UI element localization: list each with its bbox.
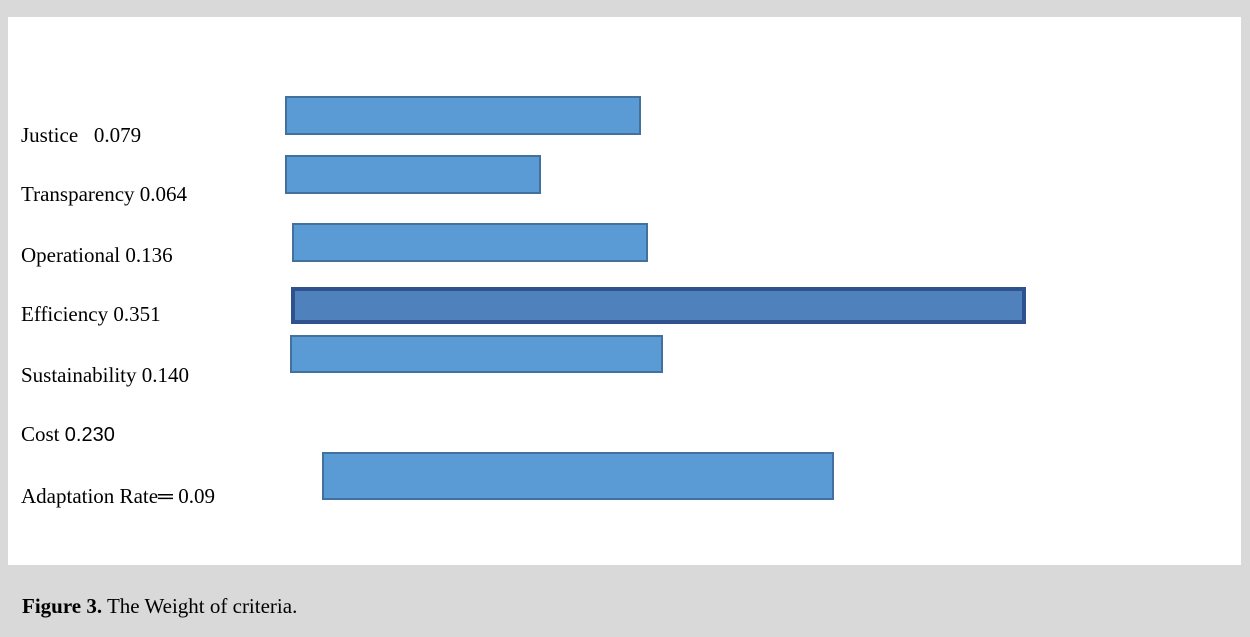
- category-label-operational: Operational 0.136: [21, 243, 173, 267]
- bar-operational: [292, 223, 648, 262]
- value-label: 0.09: [178, 484, 215, 508]
- category-label-sustainability: Sustainability 0.140: [21, 363, 189, 387]
- bar-adaptation-rate: [322, 452, 834, 500]
- bar-transparency: [285, 155, 541, 194]
- category-name: Efficiency: [21, 302, 109, 326]
- caption-text: The Weight of criteria.: [102, 594, 298, 618]
- category-name: Justice: [21, 123, 79, 147]
- category-name: Cost: [21, 422, 60, 446]
- bar-justice: [285, 96, 641, 135]
- category-name: Transparency: [21, 182, 135, 206]
- category-label-cost: Cost 0.230: [21, 422, 115, 447]
- category-name: Adaptation Rate: [21, 484, 159, 508]
- category-label-efficiency: Efficiency 0.351: [21, 302, 161, 326]
- value-label: 0.140: [141, 363, 189, 387]
- category-label-justice: Justice 0.079: [21, 123, 141, 147]
- category-name: Operational: [21, 243, 121, 267]
- value-label: 0.230: [64, 424, 115, 446]
- label-separator: [78, 123, 94, 147]
- figure-number: Figure 3.: [22, 594, 103, 618]
- value-label: 0.136: [125, 243, 173, 267]
- category-name: Sustainability: [21, 363, 137, 387]
- value-label: 0.351: [113, 302, 161, 326]
- bar-chart: [285, 96, 1026, 500]
- category-label-transparency: Transparency 0.064: [21, 182, 187, 206]
- bar-sustainability: [290, 335, 663, 373]
- chart-panel: Justice 0.079 Transparency 0.064 Operation…: [8, 17, 1241, 565]
- figure-caption: Figure 3. The Weight of criteria.: [22, 594, 297, 618]
- category-label-adaptation-rate: Adaptation Rate═ 0.09: [21, 484, 215, 508]
- bar-efficiency: [291, 287, 1026, 324]
- label-separator: ═: [158, 484, 179, 508]
- value-label: 0.079: [93, 123, 142, 147]
- value-label: 0.064: [139, 182, 188, 206]
